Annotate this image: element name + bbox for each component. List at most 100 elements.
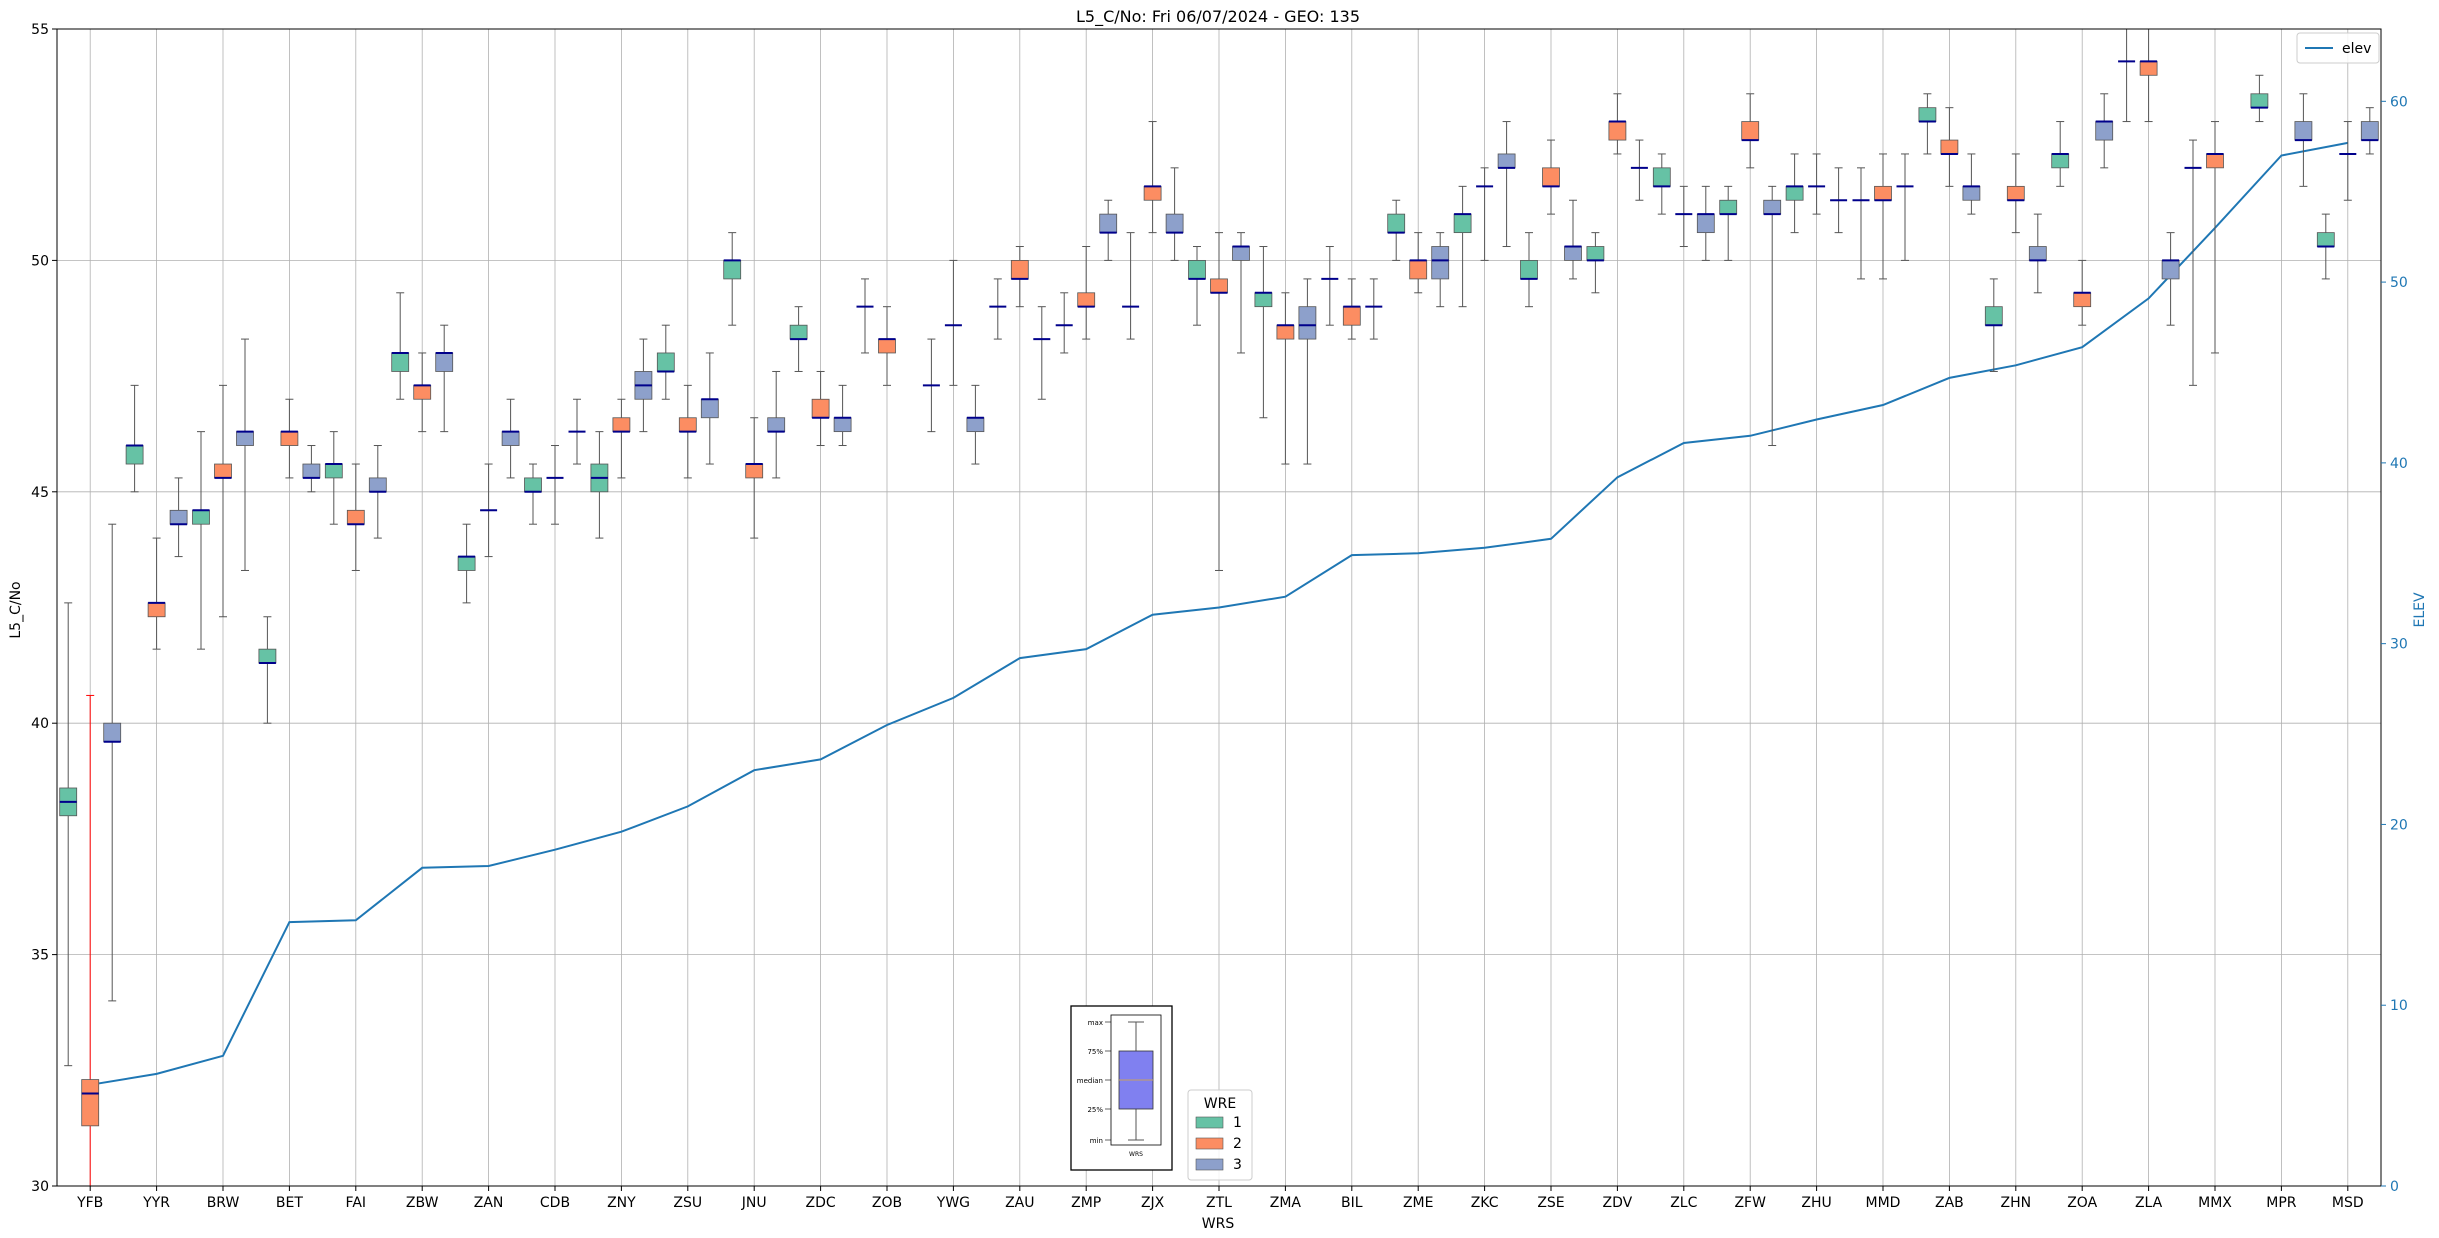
box-ZBW-wre2 [413,352,432,433]
box-ZHN-wre1 [1984,278,2003,372]
box-ZMA-wre2 [1276,292,1295,465]
x-tick-label: YYR [142,1195,170,1211]
box-FAI-wre3 [368,445,387,539]
elev-layer [90,141,2348,1086]
x-axis-ticks: YFB YYR BRW BET FAI ZBW ZAN CDB ZNY ZSU JNU ZDC ZOB Y… [76,1186,2364,1211]
key-box-xlabel: WRS [1129,1151,1143,1158]
y2-tick-label: 10 [2390,998,2408,1014]
box-MMD-wre1 [1852,167,1870,280]
box-iqr [2095,121,2114,141]
box-FAI-wre1 [324,431,343,525]
box-JNU-wre3 [767,370,786,479]
box-iqr [2028,246,2047,261]
x-tick-label: ZLC [1670,1195,1697,1211]
box-YFB-wre1 [59,602,78,1067]
y2-axis-ticks: 0 10 20 30 40 50 60 [2381,94,2408,1195]
box-iqr [833,417,852,433]
box-ZHU-wre1 [1785,153,1804,234]
box-ZOA-wre3 [2095,93,2114,169]
box-ZSU-wre1 [656,324,675,400]
box-ZKC-wre2 [1476,167,1494,261]
box-iqr [1874,185,1892,201]
box-ZNY-wre3 [634,338,653,433]
box-ZKC-wre1 [1453,185,1472,308]
box-BRW-wre3 [236,338,254,571]
chart-title: L5_C/No: Fri 06/07/2024 - GEO: 135 [1076,7,1360,27]
box-ZJX-wre2 [1143,121,1162,234]
box-ZTL-wre3 [1232,232,1250,354]
y-tick-label: 45 [31,485,49,501]
box-iqr [767,417,786,433]
box-iqr [1542,167,1560,187]
box-layer [59,29,2379,1186]
box-iqr [368,477,387,493]
box-iqr [1298,306,1317,340]
box-ZAU-wre2 [1010,246,1029,308]
box-ZOA-wre1 [2051,121,2070,187]
key-box-label-median: median [1077,1077,1103,1085]
box-iqr [1232,246,1250,261]
box-iqr [524,477,542,493]
box-iqr [656,352,675,372]
box-ZAN-wre1 [457,523,476,604]
key-box-diagram: max 75% median 25% min WRS [1070,1005,1173,1171]
y-tick-label: 50 [31,253,49,269]
box-iqr [1696,213,1715,234]
box-iqr [1188,259,1206,280]
box-BIL-wre2 [1342,278,1361,340]
box-iqr [1453,213,1472,234]
box-iqr [147,602,166,618]
x-tick-label: ZMA [1270,1195,1302,1211]
box-iqr [2250,93,2269,109]
x-tick-label: ZTL [1206,1195,1232,1211]
box-iqr [391,352,410,372]
wre-legend-swatch-2 [1195,1137,1224,1150]
wre-legend-title: WRE [1204,1096,1236,1112]
box-YYR-wre1 [125,384,144,493]
box-ZLA-wre3 [2161,232,2180,326]
x-tick-label: ZJX [1141,1195,1165,1211]
wre-legend-label-3: 3 [1233,1157,1242,1173]
box-iqr [1010,259,1029,280]
x-tick-label: BET [276,1195,303,1211]
elev-legend: elev [2296,32,2380,64]
key-box-label-q1: 25% [1087,1106,1103,1114]
box-iqr [745,463,764,479]
box-MPR-wre3 [2294,93,2313,187]
box-ZSU-wre2 [678,384,697,479]
box-ZDV-wre2 [1608,93,1627,155]
box-iqr [2316,232,2335,247]
x-tick-label: ZAN [474,1195,504,1211]
box-iqr [1520,259,1538,280]
box-ZLC-wre3 [1696,185,1715,261]
x-tick-label: ZDC [806,1195,836,1211]
box-ZMA-wre1 [1254,246,1273,419]
box-iqr [1586,246,1605,261]
box-BIL-wre1 [1321,246,1339,326]
box-iqr [1763,199,1782,215]
box-iqr [1409,259,1428,280]
y2-tick-label: 20 [2390,817,2408,833]
elev-line [90,141,2348,1086]
box-iqr [700,398,719,419]
box-MMX-wre1 [2184,139,2202,386]
box-ZFW-wre2 [1741,93,1760,169]
box-ZDC-wre2 [811,370,830,447]
box-ZAB-wre2 [1940,107,1959,187]
wre-legend-label-2: 2 [1233,1136,1242,1152]
box-ZME-wre3 [1431,232,1450,308]
box-ZSU-wre3 [700,352,719,465]
box-iqr [1210,278,1228,294]
box-iqr [1497,153,1516,169]
box-ZAN-wre2 [480,463,498,558]
box-iqr [1099,213,1118,234]
y2-tick-label: 50 [2390,275,2408,291]
box-ZLC-wre1 [1652,153,1671,215]
box-iqr [723,259,742,280]
box-YFB-wre2 [81,694,100,1186]
box-iqr [612,417,631,433]
y-tick-label: 30 [31,1179,49,1195]
box-iqr [501,431,520,446]
box-iqr [324,463,343,479]
